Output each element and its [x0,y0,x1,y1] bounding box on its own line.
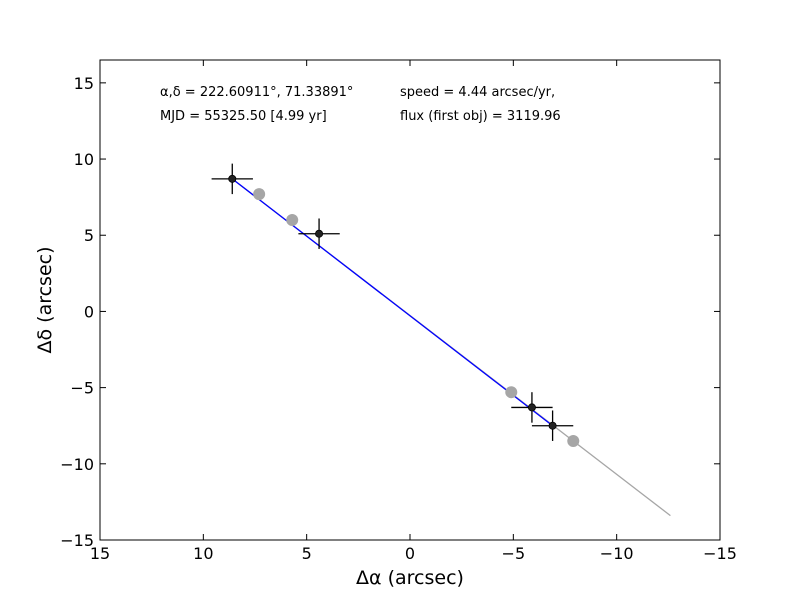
annotation-mjd: MJD = 55325.50 [4.99 yr] [160,109,327,124]
x-tick-label: 0 [405,544,415,563]
y-axis-label: Δδ (arcsec) [34,246,56,353]
lines-layer [231,178,671,517]
x-tick-label: 10 [193,544,213,563]
annotation-flux: flux (first obj) = 3119.96 [400,109,561,124]
observed-point [228,174,237,183]
model-point [286,214,299,226]
observed-fit-line [231,178,553,427]
observed-point [315,229,324,238]
x-tick-label: −15 [703,544,737,563]
observed-point [527,403,536,412]
x-tick-label: −5 [502,544,526,563]
y-tick-label: 15 [74,74,94,93]
model-point [505,386,518,399]
y-tick-label: −15 [60,531,94,550]
x-axis-label: Δα (arcsec) [356,567,464,589]
x-tick-label: 15 [90,544,110,563]
model-point [253,188,266,201]
x-tick-label: 5 [302,544,312,563]
x-tick-label: −10 [600,544,634,563]
y-tick-label: 0 [84,302,94,321]
annotation-coords: α,δ = 222.60911°, 71.33891° [160,85,353,100]
y-tick-label: −5 [70,379,94,398]
observed-point [548,421,557,430]
y-tick-label: −10 [60,455,94,474]
ticks-layer: 15 10 5 0 −5 −10 −15 −15 −10 −5 0 5 10 15 [60,60,737,563]
y-tick-label: 5 [84,226,94,245]
marks-layer [211,163,580,447]
model-point [567,434,580,447]
y-tick-label: 10 [74,150,94,169]
annotation-speed: speed = 4.44 arcsec/yr, [400,85,555,100]
plot-area-frame [99,59,721,541]
